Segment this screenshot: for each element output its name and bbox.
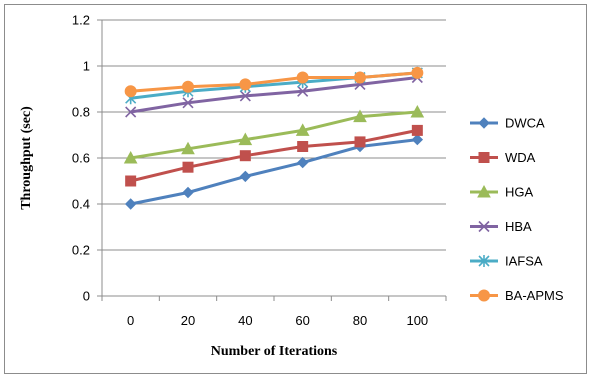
- x-axis-ticks: 0 20 40 60 80 100: [101, 296, 447, 328]
- series-hba: [125, 71, 423, 118]
- x-tick-label: 100: [406, 313, 428, 328]
- data-point-ba-apms: [411, 66, 424, 79]
- x-tick-label: 80: [353, 313, 367, 328]
- legend-item-iafsa: IAFSA: [470, 254, 543, 269]
- data-point-dwca: [124, 198, 137, 210]
- data-point-ba-apms: [124, 85, 137, 98]
- data-point-wda: [125, 175, 137, 187]
- data-point-hga: [410, 104, 425, 118]
- x-tick-label: 20: [181, 313, 195, 328]
- legend-label: HBA: [505, 219, 532, 234]
- data-point-hba: [182, 97, 194, 109]
- legend-item-dwca: DWCA: [470, 116, 545, 131]
- legend-marker: [478, 220, 490, 233]
- data-point-dwca: [239, 170, 252, 183]
- series-line-dwca: [130, 138, 418, 206]
- y-tick-label: 0.4: [72, 197, 90, 212]
- legend-label: WDA: [505, 150, 536, 165]
- data-point-hga: [295, 123, 310, 136]
- gridlines: [102, 19, 446, 251]
- data-point-hga: [123, 150, 138, 164]
- data-point-ba-apms: [296, 71, 309, 84]
- data-point-ba-apms: [182, 80, 194, 93]
- legend-label: HGA: [505, 185, 534, 200]
- series-group: [123, 66, 425, 210]
- series-iafsa: [125, 66, 423, 105]
- data-point-wda: [354, 136, 366, 148]
- y-tick-label: 1.2: [72, 13, 90, 28]
- data-point-hga: [353, 109, 367, 123]
- data-point-ba-apms: [239, 78, 252, 91]
- y-tick-label: 1: [83, 59, 90, 74]
- legend-item-ba-apms: BA-APMS: [470, 288, 564, 303]
- legend-marker: [478, 117, 490, 129]
- data-point-dwca: [296, 156, 309, 169]
- legend-marker: [477, 184, 491, 198]
- data-point-wda: [239, 150, 251, 162]
- legend-marker: [478, 255, 490, 267]
- series-line-ba-apms: [130, 71, 418, 93]
- data-point-wda: [411, 124, 423, 136]
- legend-item-hba: HBA: [470, 219, 532, 234]
- data-point-wda: [182, 161, 194, 173]
- data-point-hga: [238, 132, 253, 146]
- x-axis-title: Number of Iterations: [211, 344, 338, 359]
- y-tick-label: 0.8: [72, 105, 90, 120]
- series-line-wda: [130, 128, 418, 183]
- x-tick-label: 60: [295, 313, 309, 328]
- legend-item-hga: HGA: [470, 185, 534, 200]
- x-tick-label: 0: [127, 313, 134, 328]
- series-line-hba: [130, 76, 418, 114]
- x-tick-label: 40: [238, 313, 252, 328]
- y-axis-ticks: 0 0.2 0.4 0.6 0.8 1 1.2: [72, 13, 102, 304]
- data-point-dwca: [411, 133, 424, 146]
- data-point-wda: [297, 141, 309, 152]
- y-tick-label: 0: [83, 289, 90, 304]
- data-point-hba: [125, 106, 137, 118]
- y-tick-label: 0.6: [72, 151, 90, 166]
- data-point-ba-apms: [354, 71, 366, 84]
- legend-marker: [478, 289, 490, 302]
- data-point-hba: [297, 85, 309, 97]
- data-point-hga: [181, 141, 195, 155]
- legend-marker: [478, 152, 490, 163]
- legend-item-wda: WDA: [470, 150, 536, 165]
- legend-label: IAFSA: [505, 254, 543, 269]
- legend-label: BA-APMS: [505, 288, 564, 303]
- legend-label: DWCA: [505, 116, 545, 131]
- y-axis-title: Throughput (sec): [19, 106, 34, 210]
- y-tick-label: 0.2: [72, 243, 90, 258]
- series-hga: [123, 104, 425, 164]
- series-line-hga: [130, 110, 418, 160]
- data-point-dwca: [182, 186, 194, 199]
- legend: DWCA WDA HGA HBA IAFSA BA-APMS: [470, 116, 564, 303]
- data-point-hba: [239, 90, 251, 102]
- series-ba-apms: [124, 66, 424, 98]
- series-wda: [125, 124, 423, 187]
